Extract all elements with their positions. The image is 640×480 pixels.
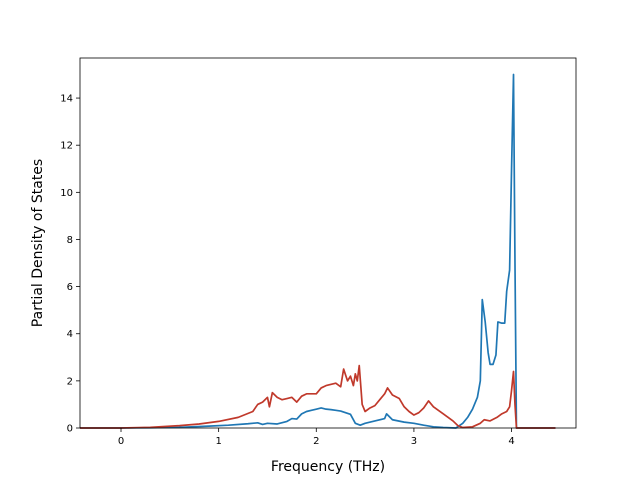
x-tick-label: 0 bbox=[118, 436, 124, 447]
x-tick-label: 2 bbox=[313, 436, 319, 447]
plot-frame bbox=[79, 57, 577, 429]
y-tick-label: 6 bbox=[67, 282, 73, 293]
series-line-2 bbox=[80, 364, 556, 429]
x-axis: 0 1 2 3 4 bbox=[118, 428, 515, 447]
y-tick-label: 12 bbox=[60, 141, 73, 152]
series-line-1 bbox=[80, 73, 556, 429]
x-tick-label: 1 bbox=[215, 436, 221, 447]
y-axis-label: Partial Density of States bbox=[30, 159, 46, 327]
x-axis-label: Frequency (THz) bbox=[271, 459, 385, 475]
x-tick-label: 3 bbox=[411, 436, 417, 447]
series-layer bbox=[80, 73, 556, 429]
plot-area bbox=[80, 58, 576, 428]
y-tick-label: 8 bbox=[67, 235, 73, 246]
y-tick-label: 10 bbox=[60, 188, 73, 199]
x-tick-label: 4 bbox=[508, 436, 514, 447]
y-tick-label: 2 bbox=[67, 376, 73, 387]
y-axis: 0 2 4 6 8 10 12 14 bbox=[60, 94, 80, 435]
y-tick-label: 14 bbox=[60, 94, 73, 105]
y-tick-label: 4 bbox=[67, 329, 73, 340]
y-tick-label: 0 bbox=[67, 424, 73, 435]
